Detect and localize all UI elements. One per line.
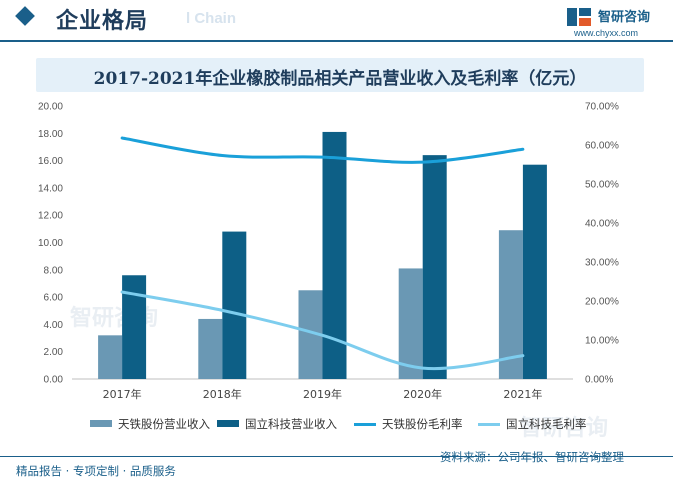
- x-tick-label: 2021年: [503, 387, 542, 401]
- y-tick-label: 4.00: [44, 320, 64, 331]
- legend-swatch: [354, 423, 376, 426]
- y-tick-label: 6.00: [44, 293, 64, 304]
- y-tick-label: 0.00: [44, 375, 64, 386]
- legend-label: 国立科技营业收入: [245, 417, 337, 431]
- y2-tick-label: 20.00%: [585, 297, 619, 308]
- series-line: [120, 136, 525, 164]
- chart-legend: 天铁股份营业收入 国立科技营业收入 天铁股份毛利率 国立科技毛利率: [90, 416, 650, 432]
- bar: [498, 230, 523, 379]
- y2-tick-label: 40.00%: [585, 219, 619, 230]
- chart-title: 2017-2021年企业橡胶制品相关产品营业收入及毛利率（亿元）: [93, 69, 587, 89]
- y2-tick-label: 60.00%: [585, 141, 619, 152]
- y-tick-label: 18.00: [38, 129, 63, 140]
- brand-name: 智研咨询: [598, 10, 651, 25]
- brand-url: www.chyxx.com: [574, 28, 639, 38]
- bar: [522, 164, 547, 379]
- y-tick-label: 12.00: [38, 211, 63, 222]
- y-tick-label: 16.00: [38, 156, 63, 167]
- y2-tick-label: 10.00%: [585, 336, 619, 347]
- y-tick-label: 2.00: [44, 347, 64, 358]
- data-source: 资料来源：公司年报、智研咨询整理: [440, 450, 624, 464]
- y2-tick-label: 70.00%: [585, 102, 619, 113]
- section-title-english: l Chain: [186, 10, 237, 27]
- watermark: 智研咨询: [520, 416, 609, 441]
- y2-tick-label: 50.00%: [585, 180, 619, 191]
- legend-swatch: [217, 420, 239, 427]
- section-header: 企业格局 l Chain 智研咨询 www.chyxx.com: [0, 0, 673, 40]
- legend-label: 天铁股份营业收入: [118, 417, 210, 431]
- y-tick-label: 14.00: [38, 183, 63, 194]
- x-tick-label: 2019年: [303, 387, 342, 401]
- footer-divider: [0, 456, 673, 457]
- bar: [398, 268, 423, 379]
- header-divider: [0, 40, 673, 42]
- x-tick-label: 2020年: [403, 387, 442, 401]
- footer-tagline: 精品报告 · 专项定制 · 品质服务: [16, 464, 176, 478]
- y2-tick-label: 0.00%: [585, 375, 613, 386]
- y-tick-label: 20.00: [38, 102, 63, 113]
- y2-tick-label: 30.00%: [585, 258, 619, 269]
- bar: [222, 231, 247, 379]
- section-title: 企业格局: [56, 9, 149, 34]
- series-line: [120, 290, 525, 371]
- x-tick-label: 2017年: [103, 387, 142, 401]
- x-tick-label: 2018年: [203, 387, 242, 401]
- legend-swatch: [90, 420, 112, 427]
- brand-logo-icon: [567, 8, 591, 26]
- bar: [422, 155, 447, 379]
- legend-swatch: [478, 423, 500, 426]
- legend-label: 国立科技毛利率: [506, 417, 587, 431]
- bar: [98, 335, 123, 379]
- bar: [198, 318, 223, 379]
- y-tick-label: 8.00: [44, 265, 64, 276]
- legend-label: 天铁股份毛利率: [382, 417, 463, 431]
- bar: [122, 275, 147, 379]
- chart-title-box: 2017-2021年企业橡胶制品相关产品营业收入及毛利率（亿元）: [36, 58, 644, 92]
- y-tick-label: 10.00: [38, 238, 63, 249]
